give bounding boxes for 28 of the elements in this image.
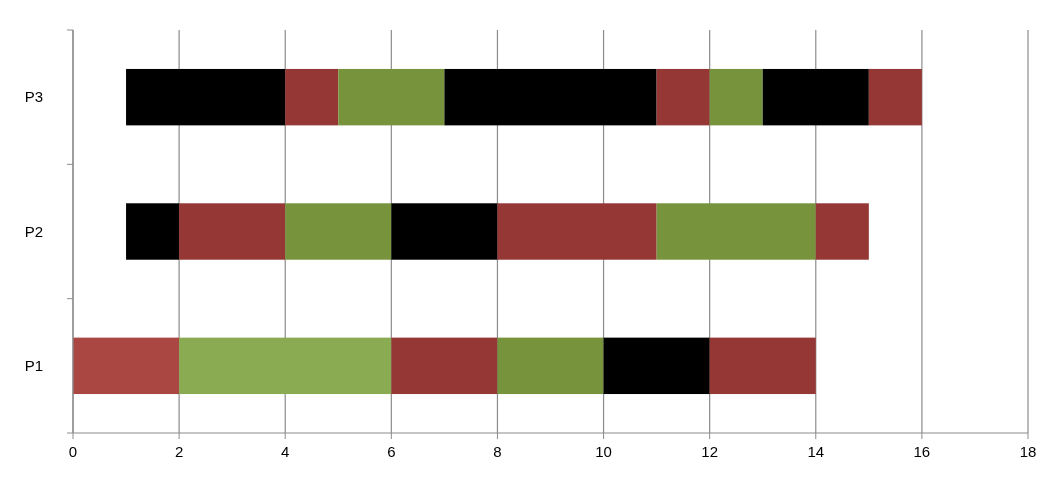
bar — [338, 68, 445, 126]
bar — [179, 337, 392, 395]
bar — [285, 203, 392, 260]
x-tick-label: 0 — [68, 443, 78, 460]
bar — [126, 203, 180, 260]
bar — [179, 203, 286, 260]
bar — [391, 203, 498, 260]
y-tick-label: P1 — [24, 357, 43, 375]
x-tick-label: 6 — [387, 443, 396, 460]
x-tick-label: 10 — [595, 443, 612, 460]
x-tick-label: 4 — [281, 443, 290, 460]
x-tick-label: 12 — [701, 443, 719, 460]
bar — [444, 68, 657, 126]
x-tick-label: 18 — [1019, 443, 1037, 460]
bar — [285, 68, 339, 126]
y-tick-label: P3 — [24, 88, 43, 106]
bar — [868, 68, 922, 126]
bar — [656, 203, 816, 260]
bar — [73, 337, 180, 395]
x-tick-label: 14 — [807, 443, 825, 460]
x-tick-label: 8 — [493, 443, 502, 460]
x-tick-label: 2 — [174, 443, 184, 460]
y-tick-label: P2 — [24, 222, 43, 240]
bar — [656, 68, 710, 126]
x-tick-label: 16 — [913, 443, 931, 460]
bar — [709, 68, 763, 126]
bar — [497, 203, 657, 260]
bar — [126, 68, 286, 126]
